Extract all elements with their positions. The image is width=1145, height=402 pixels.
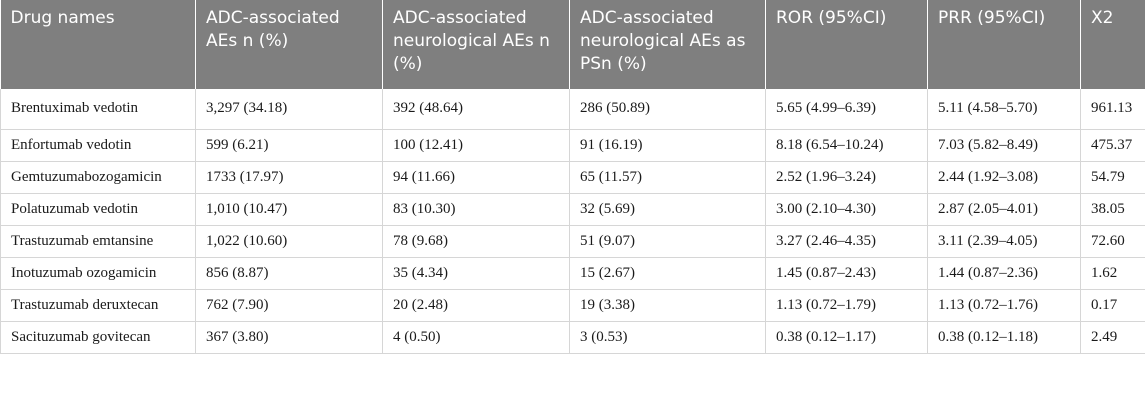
- cell-drug-name: Brentuximab vedotin: [0, 89, 196, 130]
- cell-prr: 3.11 (2.39–4.05): [927, 225, 1081, 258]
- cell-neuro-aes: 94 (11.66): [382, 161, 570, 194]
- cell-drug-name: Gemtuzumabozogamicin: [0, 161, 196, 194]
- cell-neuro-aes-psn: 286 (50.89): [569, 89, 766, 130]
- cell-ror: 1.45 (0.87–2.43): [765, 257, 928, 290]
- cell-prr: 5.11 (4.58–5.70): [927, 89, 1081, 130]
- cell-adc-aes: 856 (8.87): [195, 257, 383, 290]
- cell-drug-name: Polatuzumab vedotin: [0, 193, 196, 226]
- cell-ror: 3.00 (2.10–4.30): [765, 193, 928, 226]
- cell-drug-name: Inotuzumab ozogamicin: [0, 257, 196, 290]
- table-row: Trastuzumab deruxtecan 762 (7.90) 20 (2.…: [0, 289, 1145, 322]
- header-prr: PRR (95%CI): [927, 0, 1081, 89]
- cell-x2: 475.37: [1080, 129, 1145, 162]
- cell-prr: 2.87 (2.05–4.01): [927, 193, 1081, 226]
- header-neuro-aes: ADC-associated neurological AEs n (%): [382, 0, 570, 89]
- cell-adc-aes: 367 (3.80): [195, 321, 383, 354]
- cell-neuro-aes: 35 (4.34): [382, 257, 570, 290]
- cell-neuro-aes: 4 (0.50): [382, 321, 570, 354]
- cell-neuro-aes: 20 (2.48): [382, 289, 570, 322]
- cell-ror: 3.27 (2.46–4.35): [765, 225, 928, 258]
- cell-neuro-aes: 78 (9.68): [382, 225, 570, 258]
- header-adc-aes: ADC-associated AEs n (%): [195, 0, 383, 89]
- table-row: Trastuzumab emtansine 1,022 (10.60) 78 (…: [0, 225, 1145, 258]
- cell-x2: 2.49: [1080, 321, 1145, 354]
- cell-neuro-aes-psn: 3 (0.53): [569, 321, 766, 354]
- table-row: Sacituzumab govitecan 367 (3.80) 4 (0.50…: [0, 321, 1145, 354]
- cell-neuro-aes-psn: 65 (11.57): [569, 161, 766, 194]
- cell-adc-aes: 1,022 (10.60): [195, 225, 383, 258]
- table-row: Gemtuzumabozogamicin 1733 (17.97) 94 (11…: [0, 161, 1145, 194]
- cell-ror: 5.65 (4.99–6.39): [765, 89, 928, 130]
- cell-neuro-aes-psn: 51 (9.07): [569, 225, 766, 258]
- header-neuro-aes-psn: ADC-associated neurological AEs as PSn (…: [569, 0, 766, 89]
- header-x2: X2: [1080, 0, 1145, 89]
- cell-adc-aes: 1,010 (10.47): [195, 193, 383, 226]
- cell-adc-aes: 599 (6.21): [195, 129, 383, 162]
- cell-prr: 1.44 (0.87–2.36): [927, 257, 1081, 290]
- cell-prr: 1.13 (0.72–1.76): [927, 289, 1081, 322]
- header-row: Drug names ADC-associated AEs n (%) ADC-…: [0, 0, 1145, 89]
- cell-x2: 72.60: [1080, 225, 1145, 258]
- cell-ror: 0.38 (0.12–1.17): [765, 321, 928, 354]
- table-row: Brentuximab vedotin 3,297 (34.18) 392 (4…: [0, 89, 1145, 130]
- cell-adc-aes: 1733 (17.97): [195, 161, 383, 194]
- cell-x2: 1.62: [1080, 257, 1145, 290]
- header-ror: ROR (95%CI): [765, 0, 928, 89]
- cell-neuro-aes-psn: 32 (5.69): [569, 193, 766, 226]
- table-row: Polatuzumab vedotin 1,010 (10.47) 83 (10…: [0, 193, 1145, 226]
- cell-x2: 54.79: [1080, 161, 1145, 194]
- cell-ror: 1.13 (0.72–1.79): [765, 289, 928, 322]
- cell-drug-name: Trastuzumab emtansine: [0, 225, 196, 258]
- adc-neurological-ae-table: Drug names ADC-associated AEs n (%) ADC-…: [0, 0, 1145, 354]
- cell-ror: 8.18 (6.54–10.24): [765, 129, 928, 162]
- cell-prr: 7.03 (5.82–8.49): [927, 129, 1081, 162]
- cell-neuro-aes-psn: 91 (16.19): [569, 129, 766, 162]
- cell-drug-name: Sacituzumab govitecan: [0, 321, 196, 354]
- cell-neuro-aes: 83 (10.30): [382, 193, 570, 226]
- cell-x2: 0.17: [1080, 289, 1145, 322]
- cell-prr: 2.44 (1.92–3.08): [927, 161, 1081, 194]
- cell-drug-name: Enfortumab vedotin: [0, 129, 196, 162]
- cell-adc-aes: 762 (7.90): [195, 289, 383, 322]
- cell-x2: 961.13: [1080, 89, 1145, 130]
- cell-neuro-aes-psn: 15 (2.67): [569, 257, 766, 290]
- cell-x2: 38.05: [1080, 193, 1145, 226]
- cell-neuro-aes: 100 (12.41): [382, 129, 570, 162]
- cell-drug-name: Trastuzumab deruxtecan: [0, 289, 196, 322]
- cell-prr: 0.38 (0.12–1.18): [927, 321, 1081, 354]
- cell-adc-aes: 3,297 (34.18): [195, 89, 383, 130]
- cell-neuro-aes-psn: 19 (3.38): [569, 289, 766, 322]
- header-drug-names: Drug names: [0, 0, 196, 89]
- table-row: Inotuzumab ozogamicin 856 (8.87) 35 (4.3…: [0, 257, 1145, 290]
- cell-ror: 2.52 (1.96–3.24): [765, 161, 928, 194]
- cell-neuro-aes: 392 (48.64): [382, 89, 570, 130]
- table-row: Enfortumab vedotin 599 (6.21) 100 (12.41…: [0, 129, 1145, 162]
